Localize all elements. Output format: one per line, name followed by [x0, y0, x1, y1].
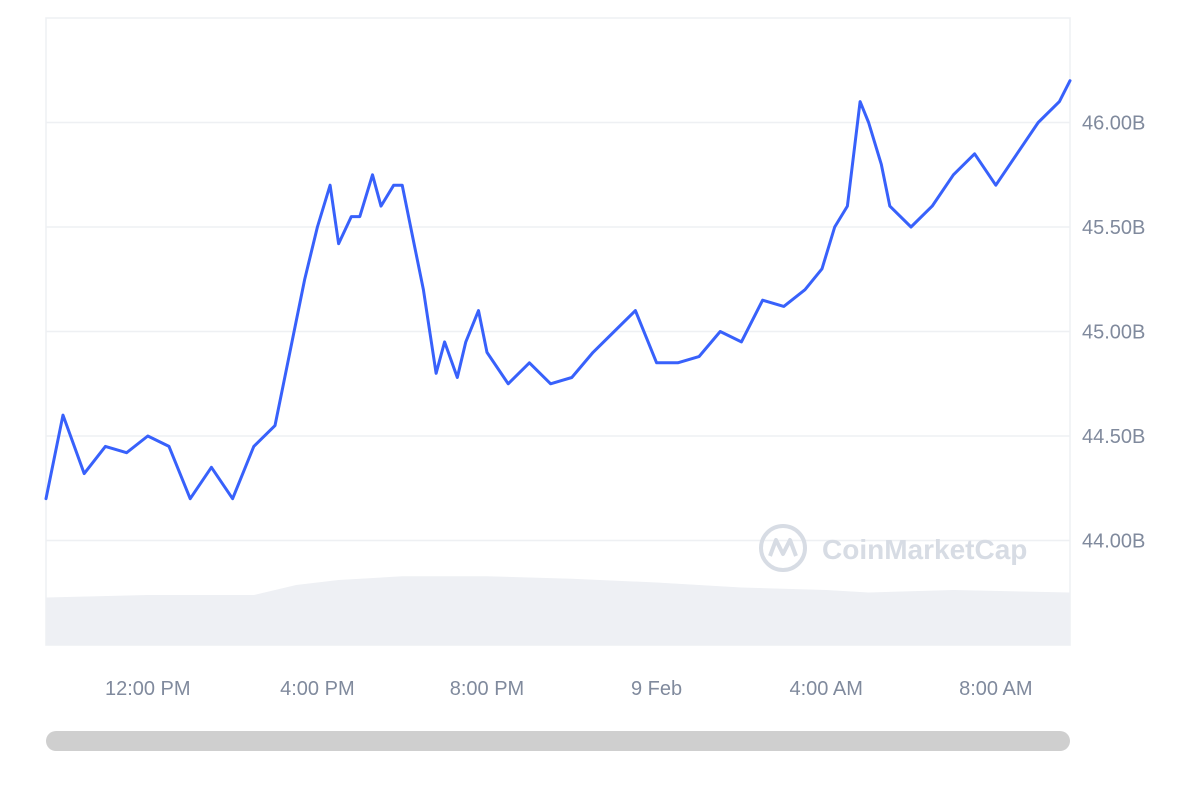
- x-axis-ticks: 12:00 PM 4:00 PM 8:00 PM 9 Feb 4:00 AM 8:00 A…: [105, 678, 1033, 700]
- coinmarketcap-watermark: CoinMarketCap: [759, 524, 1027, 572]
- volume-area: [46, 576, 1070, 645]
- y-axis-ticks: 44.00B 44.50B 45.00B 45.50B 46.00B: [1082, 113, 1145, 553]
- y-tick-label: 44.50B: [1082, 426, 1145, 448]
- watermark-text: CoinMarketCap: [822, 534, 1027, 565]
- coinmarketcap-logo-icon: [759, 524, 807, 572]
- x-tick-label: 12:00 PM: [105, 678, 191, 700]
- volume-band: [46, 576, 1070, 645]
- x-tick-label: 4:00 AM: [789, 678, 862, 700]
- price-line: [44, 79, 1072, 501]
- x-tick-label: 4:00 PM: [280, 678, 354, 700]
- x-tick-label: 8:00 AM: [959, 678, 1032, 700]
- y-tick-label: 45.00B: [1082, 322, 1145, 344]
- y-tick-label: 44.00B: [1082, 531, 1145, 553]
- y-tick-label: 46.00B: [1082, 113, 1145, 135]
- x-tick-label: 9 Feb: [631, 678, 682, 700]
- series-line: [44, 79, 1072, 501]
- y-tick-label: 45.50B: [1082, 217, 1145, 239]
- x-tick-label: 8:00 PM: [450, 678, 524, 700]
- time-range-scrollbar[interactable]: [46, 731, 1070, 751]
- grid-lines: [46, 121, 1070, 542]
- coinmarketcap-logo-wave: [768, 538, 798, 557]
